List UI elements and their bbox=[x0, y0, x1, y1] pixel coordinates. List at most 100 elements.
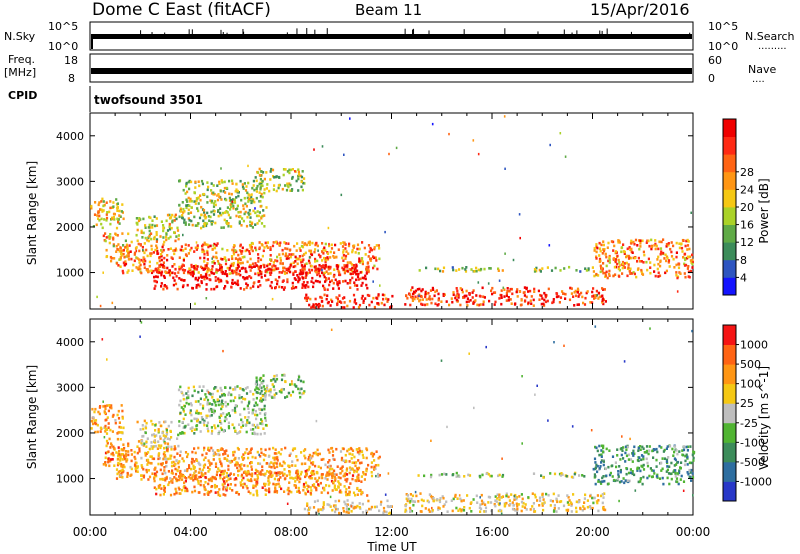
echo-cell bbox=[342, 474, 345, 478]
echo-cell bbox=[487, 501, 490, 504]
echo-cell bbox=[443, 293, 446, 296]
echo-cell bbox=[252, 428, 255, 431]
echo-cell bbox=[90, 427, 93, 430]
echo-cell bbox=[667, 243, 670, 247]
echo-cell bbox=[437, 506, 440, 509]
echo-cell bbox=[226, 266, 229, 270]
echo-cell bbox=[184, 243, 187, 247]
echo-cell bbox=[321, 145, 324, 148]
echo-cell bbox=[173, 249, 176, 252]
echo-cell bbox=[113, 464, 116, 467]
echo-cell bbox=[344, 478, 347, 481]
echo-cell bbox=[456, 289, 459, 293]
echo-cell bbox=[227, 474, 230, 477]
echo-cell bbox=[229, 203, 232, 206]
echo-cell bbox=[662, 482, 665, 486]
echo-cell bbox=[283, 270, 286, 274]
echo-cell bbox=[627, 266, 630, 269]
echo-cell bbox=[314, 297, 317, 301]
echo-cell bbox=[534, 495, 537, 499]
echo-cell bbox=[276, 491, 278, 494]
echo-cell bbox=[263, 482, 266, 486]
echo-cell bbox=[234, 411, 237, 414]
echo-cell bbox=[260, 408, 264, 412]
echo-cell bbox=[230, 225, 233, 228]
echo-cell bbox=[142, 260, 145, 263]
echo-cell bbox=[284, 477, 287, 480]
echo-cell bbox=[382, 511, 385, 515]
echo-cell bbox=[173, 263, 176, 266]
echo-cell bbox=[251, 432, 254, 435]
echo-cell bbox=[502, 286, 505, 289]
echo-cell bbox=[183, 425, 187, 429]
echo-cell bbox=[275, 175, 278, 179]
echo-cell bbox=[468, 474, 472, 477]
echo-cell bbox=[640, 260, 643, 263]
echo-cell bbox=[149, 216, 152, 220]
echo-cell bbox=[120, 462, 123, 466]
echo-cell bbox=[211, 396, 214, 399]
echo-cell bbox=[270, 271, 273, 274]
echo-cell bbox=[297, 177, 300, 181]
echo-cell bbox=[144, 236, 147, 240]
echo-cell bbox=[148, 447, 151, 451]
echo-cell bbox=[488, 299, 491, 303]
echo-cell bbox=[221, 211, 225, 215]
echo-cell bbox=[614, 461, 617, 464]
echo-cell bbox=[175, 490, 178, 493]
echo-cell bbox=[688, 468, 691, 472]
echo-cell bbox=[549, 143, 551, 147]
echo-cell bbox=[570, 475, 573, 479]
echo-cell bbox=[686, 255, 690, 259]
echo-cell bbox=[297, 489, 300, 493]
echo-cell bbox=[485, 472, 488, 475]
echo-cell bbox=[246, 478, 249, 482]
echo-cell bbox=[418, 287, 421, 291]
echo-cell bbox=[178, 268, 181, 271]
echo-cell bbox=[557, 494, 560, 497]
echo-cell bbox=[206, 421, 210, 425]
echo-cell bbox=[159, 435, 162, 438]
echo-cell bbox=[691, 258, 694, 262]
echo-cell bbox=[218, 180, 221, 184]
echo-cell bbox=[221, 469, 224, 473]
echo-cell bbox=[153, 477, 156, 480]
echo-cell bbox=[156, 268, 159, 272]
echo-cell bbox=[221, 483, 224, 486]
echo-cell bbox=[326, 256, 329, 259]
echo-cell bbox=[339, 489, 342, 492]
echo-cell bbox=[557, 507, 560, 510]
colorbar-tick-label: 100 bbox=[740, 378, 761, 391]
echo-cell bbox=[670, 255, 674, 258]
echo-cell bbox=[567, 503, 570, 506]
echo-cell bbox=[286, 488, 289, 492]
colorbar-tick-label: 25 bbox=[740, 397, 754, 410]
echo-cell bbox=[123, 446, 126, 450]
echo-cell bbox=[281, 471, 284, 474]
echo-cell bbox=[481, 473, 484, 477]
echo-cell bbox=[127, 442, 130, 446]
echo-cell bbox=[334, 504, 337, 507]
echo-cell bbox=[649, 271, 652, 275]
echo-cell bbox=[269, 262, 272, 266]
echo-cell bbox=[118, 425, 121, 429]
echo-cell bbox=[263, 404, 266, 408]
echo-cell bbox=[301, 283, 304, 286]
echo-cell bbox=[182, 284, 185, 287]
echo-cell bbox=[607, 241, 610, 245]
echo-cell bbox=[179, 399, 182, 403]
echo-cell bbox=[301, 260, 304, 263]
echo-cell bbox=[223, 186, 226, 190]
echo-cell bbox=[296, 274, 299, 277]
echo-cell bbox=[477, 152, 480, 156]
echo-cell bbox=[339, 471, 342, 475]
echo-cell bbox=[454, 495, 457, 498]
echo-cell bbox=[157, 462, 160, 466]
echo-cell bbox=[297, 168, 300, 171]
echo-cell bbox=[503, 115, 506, 118]
echo-cell bbox=[286, 502, 289, 505]
echo-cell bbox=[415, 494, 418, 498]
echo-cell bbox=[366, 286, 369, 290]
echo-cell bbox=[121, 269, 124, 273]
nsky-tick-top: 10^5 bbox=[48, 20, 78, 33]
